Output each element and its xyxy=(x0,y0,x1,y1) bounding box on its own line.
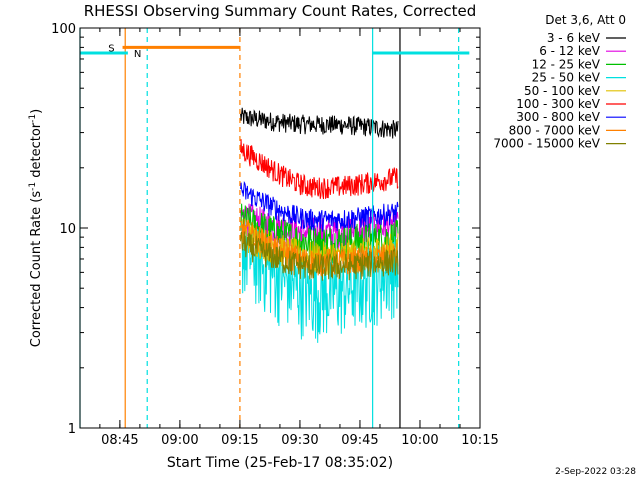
legend-label-4: 25 - 50 keV xyxy=(532,71,601,85)
legend-label-3: 12 - 25 keV xyxy=(532,57,601,71)
legend-label-2: 6 - 12 keV xyxy=(539,44,601,58)
series-line-9 xyxy=(240,231,399,281)
x-tick-label: 10:15 xyxy=(461,433,498,448)
legend-title: Det 3,6, Att 0 xyxy=(545,13,626,27)
series-line-1 xyxy=(240,107,399,139)
x-tick-label: 09:30 xyxy=(281,433,318,448)
chart-title: RHESSI Observing Summary Count Rates, Co… xyxy=(84,2,477,20)
x-tick-label: 09:15 xyxy=(221,433,258,448)
x-tick-label: 08:45 xyxy=(101,433,138,448)
legend-label-8: 800 - 7000 keV xyxy=(509,123,601,137)
x-axis-label: Start Time (25-Feb-17 08:35:02) xyxy=(167,455,393,471)
data-layer xyxy=(240,107,399,343)
y-axis-label: Corrected Count Rate (s-1 detector-1) xyxy=(28,109,44,347)
series-line-7 xyxy=(240,180,399,232)
night-label: N xyxy=(134,49,141,60)
legend-label-1: 3 - 6 keV xyxy=(547,31,601,45)
legend-label-7: 300 - 800 keV xyxy=(516,110,600,124)
legend-label-5: 50 - 100 keV xyxy=(524,84,601,98)
legend-label-6: 100 - 300 keV xyxy=(516,97,600,111)
series-line-6 xyxy=(240,139,399,200)
x-tick-label: 10:00 xyxy=(401,433,438,448)
saa-label: S xyxy=(108,43,114,54)
axis-layer: 08:45 09:00 09:15 09:30 09:45 10:00 10:15 1 10 10… xyxy=(51,22,499,448)
y-tick-label: 1 xyxy=(68,422,76,437)
legend-label-9: 7000 - 15000 keV xyxy=(493,137,600,151)
y-tick-label: 100 xyxy=(51,22,76,37)
y-tick-label: 10 xyxy=(59,222,76,237)
x-tick-label: 09:45 xyxy=(341,433,378,448)
date-stamp: 2-Sep-2022 03:28 xyxy=(555,467,636,477)
x-tick-label: 09:00 xyxy=(161,433,198,448)
